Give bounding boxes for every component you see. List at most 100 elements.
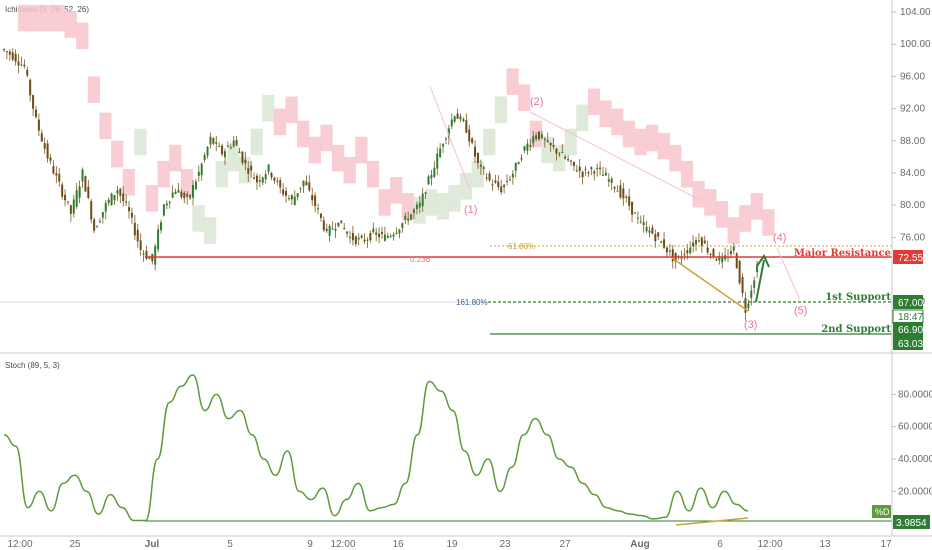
candle-body [168,201,171,203]
stoch-tick-label: 80.0000 [898,389,932,400]
candle-body [633,212,636,214]
candle-body [471,138,474,143]
candle-body [93,219,96,231]
candle-body [575,170,578,172]
candle-body [64,194,67,201]
candle-body [619,185,622,198]
candle-body [235,139,238,146]
candle-body [465,120,468,133]
cloud-segment [390,177,403,204]
cloud-segment [599,100,612,128]
cloud-segment [425,189,438,216]
candle-body [40,133,43,142]
candle-body [241,151,244,163]
candle-body [462,119,465,122]
candle-body [160,222,163,231]
cloud-segment [459,172,473,200]
candle-body [628,196,631,206]
candle-body [657,232,660,237]
candle-body [549,142,552,146]
candle-body [174,191,177,195]
candle-body [654,234,657,242]
candle-body [625,196,628,198]
candle-body [360,235,363,238]
candle-body [404,215,407,220]
candle-body [520,158,523,160]
cloud-segment [564,128,577,156]
x-tick-label: Aug [630,539,649,550]
fib-1618-label: 161.80% [456,298,488,307]
x-tick-label: 19 [446,539,458,550]
candle-body [206,146,209,156]
candle-body [221,145,224,155]
cloud-segment [739,205,752,232]
candle-body [130,212,133,218]
cloud-segment [634,128,647,156]
wave-projection-line-2 [429,85,471,191]
cloud-segment [273,108,287,136]
candle-body [165,203,168,206]
candle-body [418,202,421,208]
candle-body [84,176,87,192]
candle-body [436,153,439,169]
cloud-segment [87,76,100,103]
svg-text:72.55: 72.55 [898,253,923,264]
candle-body [139,240,142,250]
candle-body [290,195,293,200]
svg-text:66.90: 66.90 [898,325,923,336]
stoch-d-line [3,374,749,522]
candle-body [267,164,270,172]
candle-body [122,193,125,202]
price-pane[interactable]: Ichimoku (9, 26, 52, 26) 104.00100.0096.… [0,0,931,352]
candle-body [314,195,317,206]
cloud-segment [157,160,170,188]
candle-body [17,61,20,66]
candle-body [197,171,200,176]
fib-0236-label: 0.236 [410,255,431,264]
candle-body [491,184,494,186]
wave-label-4: (4) [773,232,786,244]
candle-body [101,212,104,218]
candle-body [32,95,35,109]
candle-body [703,240,706,244]
candle-body [200,163,203,176]
candle-body [279,180,282,188]
cloud-segment [494,96,508,124]
candle-body [700,237,703,247]
candle-body [20,64,23,66]
candle-body [171,192,174,198]
x-tick-label: 17 [880,539,892,550]
candle-body [238,151,241,153]
candle-body [337,222,340,227]
cloud-segment [657,132,670,160]
candle-body [46,143,49,159]
candle-body [401,223,404,228]
stoch-pane[interactable]: Stoch (89, 5, 3) 80.0000 60.0000 40.0000 20… [3,361,932,526]
candle-body [671,248,674,262]
stoch-y-ticks: 80.0000 60.0000 40.0000 20.0000 [892,389,932,497]
candle-body [543,139,546,141]
candle-body [596,167,599,170]
candle-body [119,188,122,196]
candle-body [706,247,709,253]
candle-body [485,177,488,179]
candle-body [34,109,37,117]
candle-body [410,214,413,220]
candle-body [37,119,40,131]
candle-body [604,172,607,176]
candle-body [75,190,78,207]
candle-body [215,141,218,144]
candle-body [229,147,232,149]
candle-body [668,250,671,252]
candle-body [192,184,194,198]
candle-body [340,220,343,224]
candle-body [52,166,55,174]
candle-body [66,201,69,203]
candle-body [439,148,442,158]
candle-body [261,177,264,183]
candle-body [247,168,250,174]
wave-label-5: (5) [794,305,807,317]
candle-body [506,180,509,182]
candle-body [293,196,296,205]
